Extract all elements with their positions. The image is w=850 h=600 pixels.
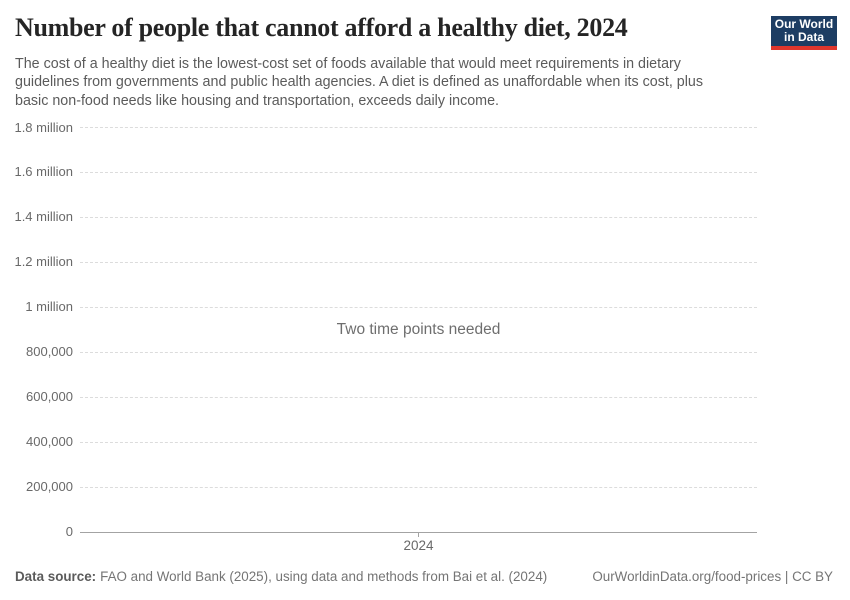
y-gridline: [80, 127, 757, 128]
attribution-link[interactable]: OurWorldinData.org/food-prices | CC BY: [592, 569, 833, 584]
y-tick-label: 1.4 million: [14, 209, 73, 225]
y-gridline: [80, 441, 757, 443]
y-tick-label: 400,000: [26, 434, 73, 450]
y-tick-label: 600,000: [26, 389, 73, 405]
y-gridline: [80, 306, 757, 308]
data-source-text: FAO and World Bank (2025), using data an…: [100, 569, 548, 584]
y-gridline: [80, 216, 757, 218]
y-tick-label: 800,000: [26, 344, 73, 360]
chart-subtitle: The cost of a healthy diet is the lowest…: [15, 55, 755, 110]
empty-state-message: Two time points needed: [336, 321, 501, 338]
y-tick-label: 200,000: [26, 479, 73, 495]
chart-subtitle-line: basic non-food needs like housing and tr…: [15, 92, 500, 109]
chart-title: Number of people that cannot afford a he…: [15, 13, 628, 42]
y-tick-label: 1.6 million: [14, 164, 73, 180]
x-tick-label: 2024: [403, 538, 434, 553]
y-tick-label: 1.2 million: [14, 254, 73, 270]
y-tick-label: 1 million: [25, 299, 73, 315]
y-gridline: [80, 486, 757, 488]
owid-logo-line1: Our World: [774, 16, 834, 31]
chart-subtitle-line: guidelines from governments and public h…: [15, 74, 704, 91]
footer-source: Data source: FAO and World Bank (2025), u…: [15, 569, 547, 584]
x-axis-tick-mark: [418, 532, 419, 537]
y-gridline: [80, 261, 757, 263]
chart-subtitle-line: The cost of a healthy diet is the lowest…: [15, 56, 681, 72]
x-axis-line: [80, 531, 757, 533]
y-gridline: [80, 396, 757, 398]
owid-logo: Our World in Data: [771, 16, 837, 50]
y-gridline: [80, 351, 757, 353]
y-gridline: [80, 171, 757, 173]
y-tick-label: 1.8 million: [14, 119, 73, 135]
owid-logo-line2: in Data: [783, 30, 824, 44]
y-tick-label: 0: [65, 524, 73, 539]
data-source-label: Data source:: [15, 569, 97, 584]
